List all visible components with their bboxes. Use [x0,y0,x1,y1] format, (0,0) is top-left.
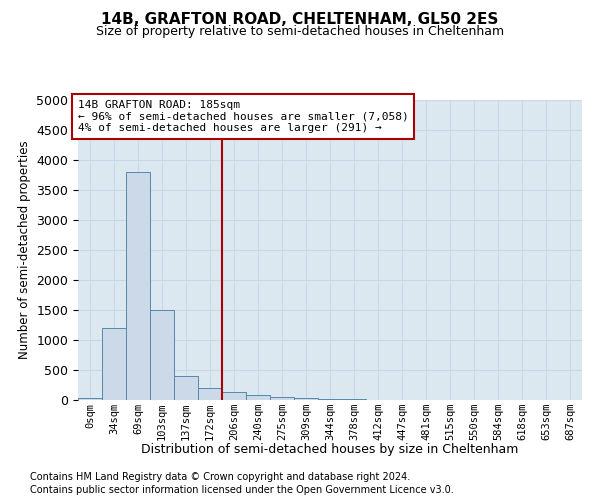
Y-axis label: Number of semi-detached properties: Number of semi-detached properties [18,140,31,360]
Text: Size of property relative to semi-detached houses in Cheltenham: Size of property relative to semi-detach… [96,25,504,38]
Text: Distribution of semi-detached houses by size in Cheltenham: Distribution of semi-detached houses by … [142,442,518,456]
Bar [78,398,102,400]
Bar [246,395,270,400]
Bar [222,392,246,400]
Bar [150,310,174,400]
Text: Contains HM Land Registry data © Crown copyright and database right 2024.: Contains HM Land Registry data © Crown c… [30,472,410,482]
Bar [294,398,318,400]
Bar [198,388,222,400]
Text: Contains public sector information licensed under the Open Government Licence v3: Contains public sector information licen… [30,485,454,495]
Bar [174,376,198,400]
Bar [126,172,150,400]
Bar [102,328,126,400]
Text: 14B, GRAFTON ROAD, CHELTENHAM, GL50 2ES: 14B, GRAFTON ROAD, CHELTENHAM, GL50 2ES [101,12,499,28]
Bar [318,399,342,400]
Text: 14B GRAFTON ROAD: 185sqm
← 96% of semi-detached houses are smaller (7,058)
4% of: 14B GRAFTON ROAD: 185sqm ← 96% of semi-d… [78,100,409,133]
Bar [270,396,294,400]
